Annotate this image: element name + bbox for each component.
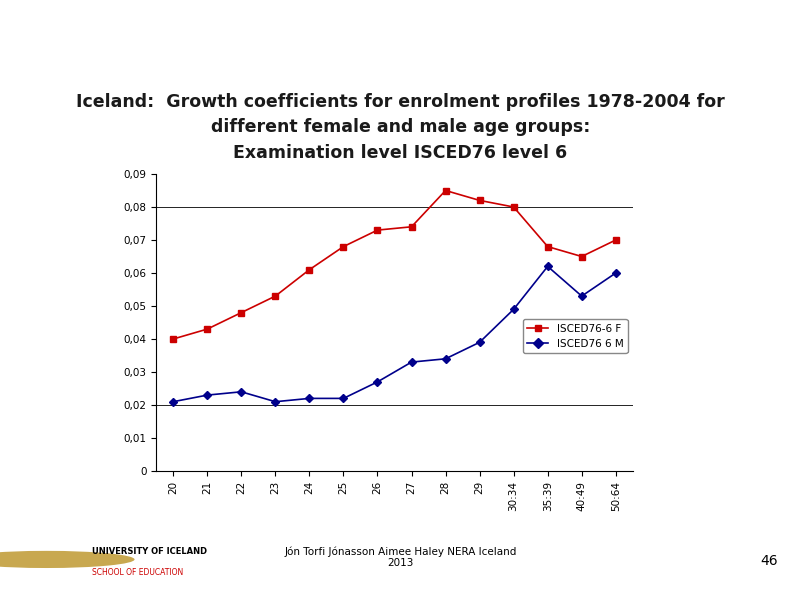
Circle shape [0,551,135,568]
Legend: ISCED76-6 F, ISCED76 6 M: ISCED76-6 F, ISCED76 6 M [523,319,627,353]
FancyBboxPatch shape [429,24,446,63]
FancyBboxPatch shape [385,12,403,75]
Text: Examination level ISCED76 level 6: Examination level ISCED76 level 6 [233,145,568,163]
Text: different female and male age groups:: different female and male age groups: [211,118,590,136]
Text: UNIVERSITY OF ICELAND: UNIVERSITY OF ICELAND [92,547,207,556]
Text: Iceland:  Growth coefficients for enrolment profiles 1978-2004 for: Iceland: Growth coefficients for enrolme… [76,92,725,110]
FancyBboxPatch shape [355,24,372,63]
Text: Jón Torfi Jónasson Aimee Haley NERA Iceland
2013: Jón Torfi Jónasson Aimee Haley NERA Icel… [284,546,517,568]
Text: 46: 46 [760,554,778,568]
FancyBboxPatch shape [398,12,416,75]
Text: SCHOOL OF EDUCATION: SCHOOL OF EDUCATION [92,568,183,577]
